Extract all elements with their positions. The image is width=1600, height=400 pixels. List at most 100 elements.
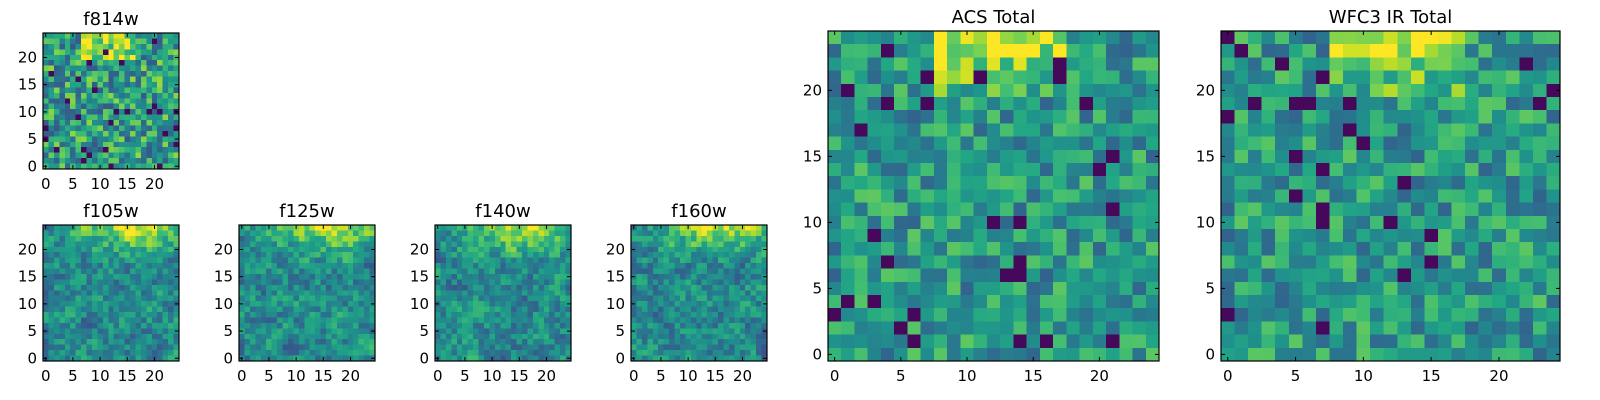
heatmap-cell bbox=[483, 273, 490, 280]
heatmap-cell bbox=[151, 43, 158, 50]
heatmap-cell bbox=[75, 355, 82, 362]
heatmap-cell bbox=[168, 136, 175, 143]
heatmap-cell bbox=[342, 241, 349, 248]
heatmap-cell bbox=[1275, 308, 1290, 322]
heatmap-cell bbox=[75, 109, 82, 116]
heatmap-cell bbox=[880, 31, 895, 45]
heatmap-cell bbox=[369, 252, 376, 259]
heatmap-cell bbox=[445, 333, 452, 340]
heatmap-cell bbox=[1079, 123, 1094, 138]
heatmap-cell bbox=[761, 295, 768, 302]
heatmap-cell bbox=[1370, 57, 1385, 72]
heatmap-cell bbox=[478, 355, 485, 362]
heatmap-cell bbox=[1302, 70, 1317, 85]
heatmap-cell bbox=[287, 235, 294, 242]
heatmap-cell bbox=[451, 241, 458, 248]
heatmap-cell bbox=[1234, 347, 1249, 362]
heatmap-cell bbox=[1546, 97, 1561, 111]
heatmap-cell bbox=[1066, 202, 1081, 217]
heatmap-cell bbox=[64, 33, 71, 39]
heatmap-cell bbox=[456, 279, 463, 286]
heatmap-cell bbox=[151, 103, 158, 110]
y-tick-label: 20 bbox=[606, 240, 625, 258]
heatmap-cell bbox=[81, 241, 88, 248]
panel-title: ACS Total bbox=[952, 7, 1036, 28]
heatmap-cell bbox=[867, 70, 882, 85]
heatmap-cell bbox=[756, 235, 763, 242]
heatmap-cell bbox=[157, 147, 164, 154]
heatmap-cell bbox=[119, 38, 126, 45]
heatmap-cell bbox=[973, 110, 988, 124]
heatmap-cell bbox=[483, 257, 490, 264]
heatmap-cell bbox=[102, 339, 109, 346]
heatmap-cell bbox=[97, 317, 104, 324]
heatmap-cell bbox=[690, 268, 697, 275]
heatmap-cell bbox=[102, 241, 109, 248]
heatmap-cell bbox=[293, 333, 300, 340]
heatmap-cell bbox=[1383, 308, 1398, 322]
heatmap-cell bbox=[168, 33, 175, 39]
heatmap-cell bbox=[97, 328, 104, 335]
heatmap-cell bbox=[1119, 83, 1134, 98]
heatmap-cell bbox=[756, 312, 763, 318]
heatmap-cell bbox=[445, 355, 452, 362]
heatmap-cell bbox=[920, 163, 935, 177]
heatmap-cell bbox=[761, 350, 768, 357]
heatmap-cell bbox=[1132, 334, 1147, 349]
heatmap-cell bbox=[119, 120, 126, 126]
heatmap-cell bbox=[135, 76, 142, 83]
heatmap-cell bbox=[1275, 202, 1290, 217]
heatmap-cell bbox=[1234, 44, 1249, 58]
heatmap-cell bbox=[287, 290, 294, 297]
heatmap-cell bbox=[445, 263, 452, 270]
heatmap-cell bbox=[102, 98, 109, 105]
heatmap-cell bbox=[162, 109, 169, 116]
heatmap-cell bbox=[1092, 70, 1107, 85]
heatmap-cell bbox=[1221, 149, 1236, 164]
heatmap-cell bbox=[1315, 268, 1330, 283]
heatmap-cell bbox=[745, 225, 752, 231]
heatmap-cell bbox=[326, 235, 332, 242]
heatmap-cell bbox=[1302, 242, 1317, 256]
heatmap-cell bbox=[102, 125, 109, 132]
heatmap-cell bbox=[718, 268, 724, 275]
heatmap-cell bbox=[907, 202, 922, 217]
heatmap-cell bbox=[168, 322, 175, 329]
heatmap-cell bbox=[130, 92, 136, 99]
heatmap-cell bbox=[1145, 176, 1160, 190]
heatmap-cell bbox=[347, 306, 354, 313]
heatmap-cell bbox=[543, 273, 550, 280]
heatmap-cell bbox=[151, 92, 158, 99]
heatmap-cell bbox=[1288, 189, 1303, 204]
heatmap-cell bbox=[315, 279, 322, 286]
heatmap-cell bbox=[522, 317, 528, 324]
heatmap-cell bbox=[151, 322, 158, 329]
heatmap-cell bbox=[1145, 321, 1160, 336]
heatmap-cell bbox=[478, 290, 485, 297]
heatmap-cell bbox=[86, 76, 93, 83]
heatmap-cell bbox=[828, 334, 842, 349]
heatmap-cell bbox=[652, 290, 659, 297]
heatmap-cell bbox=[560, 257, 567, 264]
heatmap-cell bbox=[538, 339, 545, 346]
heatmap-cell bbox=[761, 284, 768, 291]
heatmap-cell bbox=[173, 344, 180, 351]
heatmap-cell bbox=[146, 43, 153, 50]
heatmap-cell bbox=[1066, 110, 1081, 124]
heatmap-cell bbox=[761, 263, 768, 270]
heatmap-cell bbox=[532, 225, 539, 231]
heatmap-cell bbox=[947, 295, 961, 309]
heatmap-cell bbox=[907, 57, 922, 72]
heatmap-cell bbox=[53, 163, 60, 170]
heatmap-cell bbox=[135, 284, 142, 291]
heatmap-cell bbox=[723, 246, 730, 253]
heatmap-cell bbox=[124, 301, 131, 308]
heatmap-cell bbox=[1410, 189, 1425, 204]
heatmap-cell bbox=[1370, 229, 1385, 243]
heatmap-cell bbox=[140, 65, 147, 72]
heatmap-cell bbox=[342, 333, 349, 340]
heatmap-cell bbox=[728, 284, 735, 291]
heatmap-cell bbox=[59, 279, 66, 286]
heatmap-cell bbox=[549, 333, 556, 340]
heatmap-cell bbox=[745, 333, 752, 340]
